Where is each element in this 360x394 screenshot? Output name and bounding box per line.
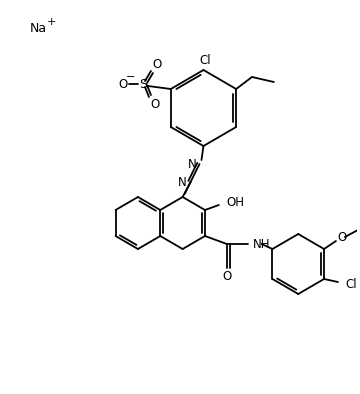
Text: O: O (150, 97, 159, 110)
Text: Cl: Cl (346, 277, 357, 290)
Text: O: O (222, 269, 231, 282)
Text: Cl: Cl (200, 54, 211, 67)
Text: O: O (152, 58, 162, 71)
Text: +: + (47, 17, 56, 27)
Text: −: − (125, 72, 135, 82)
Text: N: N (188, 158, 197, 171)
Text: Na: Na (30, 22, 47, 35)
Text: OH: OH (227, 195, 245, 208)
Text: N: N (178, 175, 186, 188)
Text: S: S (139, 78, 147, 91)
Text: O: O (337, 230, 347, 243)
Text: O: O (118, 78, 128, 91)
Text: NH: NH (253, 238, 270, 251)
